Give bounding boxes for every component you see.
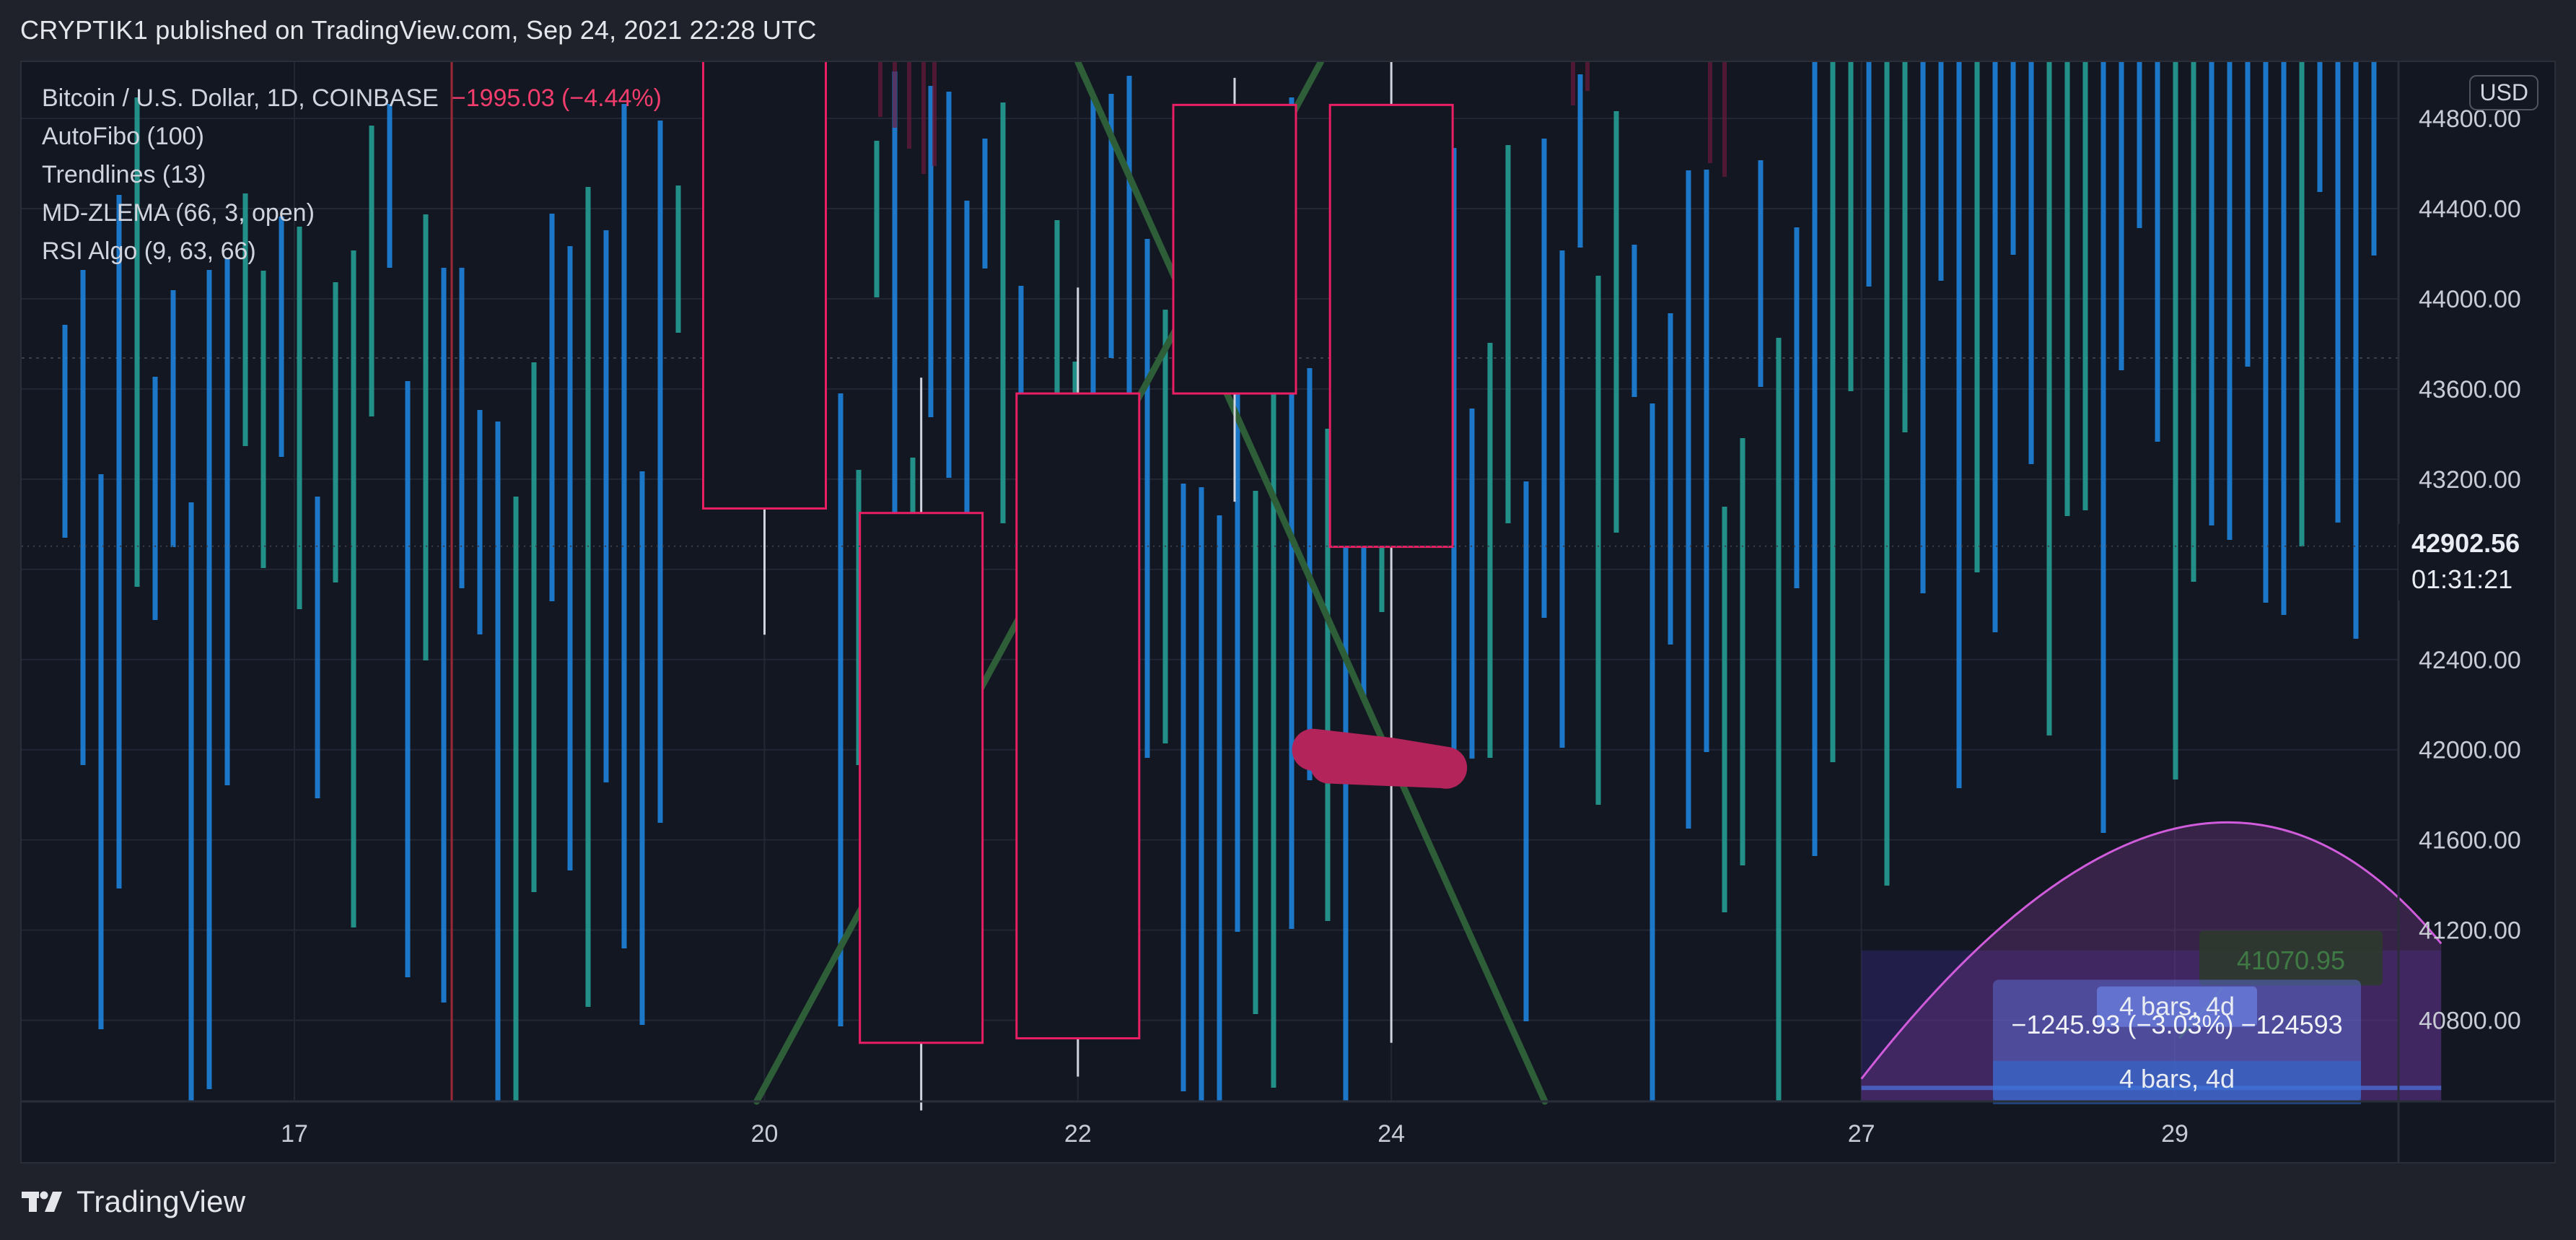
price-tick-label: 44000.00 [2419,286,2521,313]
currency-badge[interactable]: USD [2469,75,2538,110]
price-tick-label: 42000.00 [2419,737,2521,764]
measure-bottom-box [1993,1060,2361,1104]
time-tick-label: 27 [1848,1120,1875,1148]
time-tick-label: 24 [1377,1120,1405,1148]
chart-legend: Bitcoin / U.S. Dollar, 1D, COINBASE −1995… [42,79,662,271]
price-tick-label: 41200.00 [2419,917,2521,945]
time-tick-label: 29 [2161,1120,2189,1148]
tradingview-brand: TradingView [76,1184,246,1218]
price-tick-label: 41600.00 [2419,827,2521,855]
price-tick-label: 44400.00 [2419,196,2521,223]
candle-body[interactable] [702,62,827,510]
time-tick-label: 20 [751,1120,779,1148]
price-tick-label: 43600.00 [2419,376,2521,403]
arc-outline[interactable] [1860,821,2443,1080]
measure-bars-label-lower: 4 bars, 4d [2119,1064,2235,1093]
price-tick-label: 42400.00 [2419,647,2521,674]
trendline-2[interactable] [1074,62,1548,1105]
last-price-label: 42902.56 01:31:21 [2398,524,2554,601]
bar-countdown: 01:31:21 [2411,564,2513,594]
symbol-label: Bitcoin / U.S. Dollar, 1D, COINBASE [42,84,439,112]
time-tick-label: 22 [1064,1120,1092,1148]
publish-header: CRYPTIK1 published on TradingView.com, S… [0,0,2576,61]
price-chart[interactable]: 40800.00 41200.00 41600.00 42000.00 42400.00… [22,62,2554,1162]
publish-info: CRYPTIK1 published on TradingView.com, S… [20,15,817,45]
target-price-box[interactable] [2199,930,2383,986]
indicator-rsi-algo[interactable]: RSI Algo (9, 63, 66) [42,237,256,265]
candle-body[interactable] [1328,103,1454,549]
target-price-label: 41070.95 [2237,946,2345,975]
footer: TradingView [0,1163,2576,1240]
measure-bars-label-upper: 4 bars, 4d [2119,992,2235,1021]
tradingview-logo[interactable]: TradingView [22,1184,245,1219]
price-tick-label: 40800.00 [2419,1008,2521,1035]
candle-body[interactable] [1015,392,1141,1040]
indicator-trendlines[interactable]: Trendlines (13) [42,161,206,188]
chart-area[interactable]: 40800.00 41200.00 41600.00 42000.00 42400.00… [20,61,2556,1163]
tradingview-logo-icon [22,1191,62,1212]
time-tick-label: 17 [281,1120,308,1148]
indicator-md-zlema[interactable]: MD-ZLEMA (66, 3, open) [42,199,315,227]
symbol-row[interactable]: Bitcoin / U.S. Dollar, 1D, COINBASE −1995… [42,79,662,118]
price-tick-label: 43200.00 [2419,466,2521,494]
last-price-value: 42902.56 [2411,528,2520,558]
candle-body[interactable] [859,512,984,1044]
measure-range-label: −1245.93 (−3.03%) −124593 [2011,1010,2342,1039]
brush-marker-stroke-2 [1310,747,1457,788]
price-change: −1995.03 (−4.44%) [451,84,662,112]
indicator-autofibo[interactable]: AutoFibo (100) [42,123,204,150]
candle-body[interactable] [1172,103,1297,395]
measure-bars-box [2097,986,2257,1027]
